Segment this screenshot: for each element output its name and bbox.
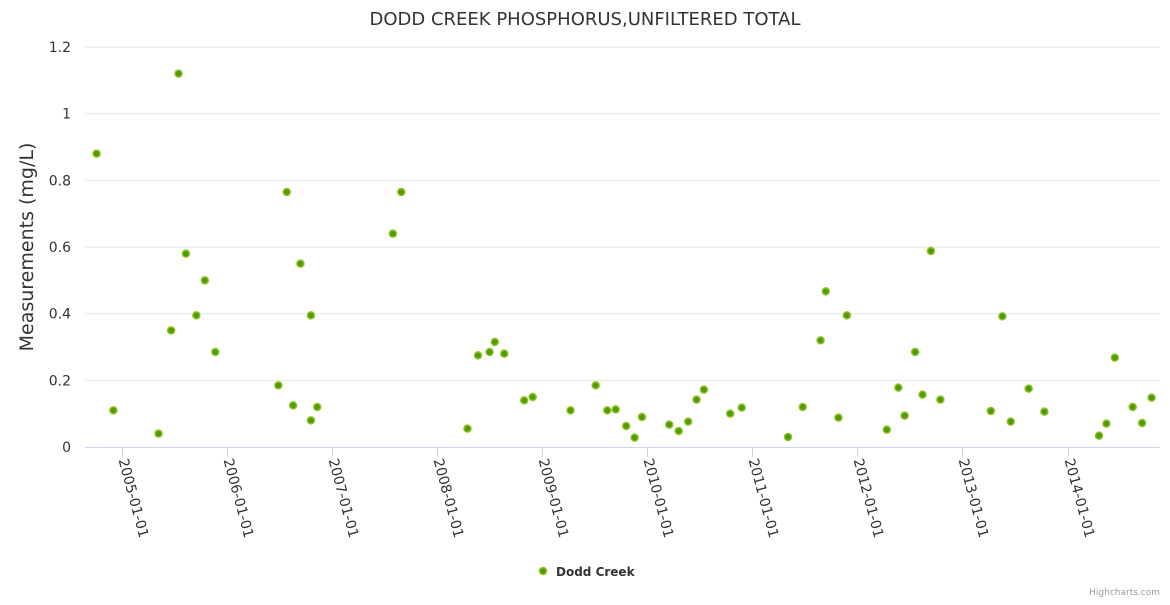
x-tick-label: 2013-01-01 [955, 457, 992, 540]
data-point[interactable] [463, 424, 472, 433]
x-tick-label: 2012-01-01 [850, 457, 887, 540]
data-point[interactable] [603, 406, 612, 415]
data-point[interactable] [842, 311, 852, 320]
credits-link[interactable]: Highcharts.com [1089, 588, 1160, 598]
y-axis-label: Measurements (mg/L) [16, 143, 38, 352]
data-point[interactable] [192, 311, 201, 320]
data-point[interactable] [109, 406, 118, 415]
data-point[interactable] [1137, 418, 1147, 428]
data-point[interactable] [834, 413, 843, 422]
y-tick-label: 0 [62, 440, 71, 456]
y-tick-label: 0.6 [49, 240, 71, 256]
data-point[interactable] [312, 402, 322, 412]
x-tick-label: 2014-01-01 [1061, 457, 1098, 540]
data-point[interactable] [181, 249, 191, 258]
data-point[interactable] [306, 311, 316, 320]
data-point[interactable] [92, 149, 101, 158]
y-tick-label: 0.2 [49, 373, 71, 389]
data-point[interactable] [296, 259, 305, 268]
data-point[interactable] [200, 276, 210, 285]
data-point[interactable] [282, 187, 292, 197]
data-point[interactable] [154, 429, 163, 438]
data-point[interactable] [166, 326, 176, 335]
data-point[interactable] [926, 246, 936, 256]
data-point[interactable] [1006, 417, 1016, 426]
data-point[interactable] [288, 401, 298, 410]
legend-marker [538, 566, 548, 576]
data-point[interactable] [910, 347, 920, 357]
x-tick-label: 2010-01-01 [640, 457, 677, 540]
data-point[interactable] [665, 420, 674, 429]
y-tick-label: 1.2 [49, 40, 71, 56]
data-point[interactable] [591, 381, 600, 390]
data-point[interactable] [737, 403, 747, 412]
data-point[interactable] [528, 392, 537, 402]
data-point[interactable] [900, 411, 909, 420]
data-point[interactable] [621, 421, 631, 431]
legend-item-dodd-creek[interactable]: Dodd Creek [538, 565, 636, 579]
data-point[interactable] [306, 416, 316, 425]
data-point[interactable] [816, 336, 825, 345]
data-point[interactable] [174, 69, 183, 78]
data-point[interactable] [1094, 431, 1104, 440]
x-tick-label: 2006-01-01 [220, 457, 257, 540]
data-point[interactable] [674, 426, 683, 436]
data-point[interactable] [1024, 384, 1033, 393]
data-point[interactable] [882, 425, 892, 434]
y-tick-label: 0.8 [49, 173, 71, 189]
data-point[interactable] [490, 337, 500, 347]
data-point[interactable] [798, 402, 807, 412]
data-point[interactable] [211, 347, 220, 357]
data-point[interactable] [611, 405, 620, 414]
x-tick-label: 2011-01-01 [745, 457, 782, 540]
x-tick-label: 2009-01-01 [535, 457, 572, 540]
data-point[interactable] [1102, 419, 1111, 428]
data-point[interactable] [821, 287, 831, 296]
data-point[interactable] [388, 229, 398, 238]
data-point[interactable] [274, 381, 283, 390]
data-point[interactable] [1147, 393, 1156, 402]
data-point[interactable] [485, 347, 494, 357]
data-point[interactable] [1110, 353, 1120, 362]
data-point[interactable] [500, 349, 509, 358]
data-point[interactable] [566, 406, 575, 415]
data-point[interactable] [725, 409, 735, 418]
data-point[interactable] [783, 432, 793, 442]
y-tick-label: 0.4 [49, 307, 71, 323]
chart-title: DODD CREEK PHOSPHORUS,UNFILTERED TOTAL [370, 9, 801, 30]
data-point[interactable] [1128, 402, 1137, 412]
y-axis-ticks: 0 0.2 0.4 0.6 0.8 1 1.2 [49, 40, 71, 456]
legend-label[interactable]: Dodd Creek [556, 565, 636, 579]
data-point[interactable] [683, 417, 693, 426]
data-point[interactable] [998, 312, 1007, 321]
y-tick-label: 1 [62, 107, 71, 123]
data-point[interactable] [692, 395, 701, 404]
data-point[interactable] [918, 390, 927, 399]
series-dodd-creek[interactable] [92, 69, 1156, 442]
data-point[interactable] [519, 396, 529, 405]
data-point[interactable] [936, 395, 945, 404]
data-point[interactable] [699, 385, 709, 394]
x-tick-label: 2008-01-01 [430, 457, 467, 540]
data-point[interactable] [637, 412, 647, 422]
x-tick-label: 2007-01-01 [325, 457, 362, 540]
data-point[interactable] [986, 406, 996, 416]
data-point[interactable] [473, 351, 483, 360]
data-point[interactable] [630, 433, 639, 442]
data-point[interactable] [894, 383, 903, 392]
x-axis: 2005-01-01 2006-01-01 2007-01-01 2008-01-01… [85, 447, 1160, 540]
data-point[interactable] [397, 187, 406, 197]
x-tick-label: 2005-01-01 [115, 457, 152, 540]
grid-lines [85, 46, 1160, 381]
data-point[interactable] [1040, 407, 1049, 416]
